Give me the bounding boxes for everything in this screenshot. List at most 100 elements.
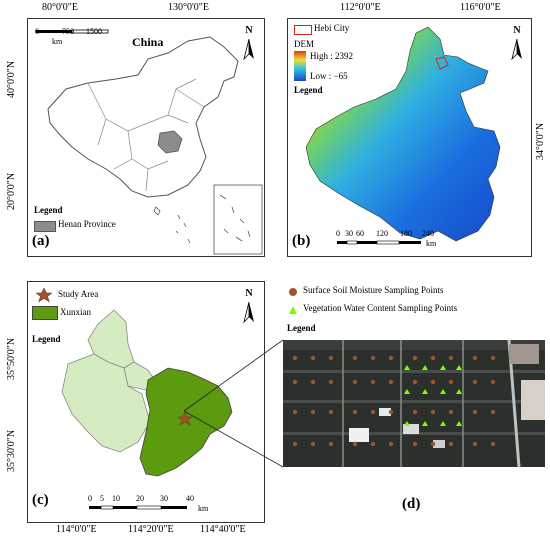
c-scale-tick-3: 20 [136, 494, 144, 503]
soil-sampling-point [412, 409, 418, 415]
d-panel-label: (d) [402, 496, 421, 512]
b-scale-unit: km [426, 239, 437, 248]
b-scale-bar [337, 240, 421, 245]
c-scale-tick-4: 30 [160, 494, 168, 503]
b-dem-label: DEM [294, 39, 314, 49]
soil-sampling-point [430, 441, 436, 447]
soil-sampling-point [412, 379, 418, 385]
hebi-xunxian-map [35, 287, 233, 477]
legend-star-icon [35, 287, 53, 303]
b-top-coord-2: 116°0'0"E [460, 2, 501, 13]
soil-sampling-point [388, 409, 394, 415]
vegetation-sampling-point [440, 389, 446, 394]
soil-sampling-point [472, 441, 478, 447]
soil-sampling-point [388, 355, 394, 361]
b-scale-tick-2: 60 [356, 229, 364, 238]
soil-sampling-point [430, 355, 436, 361]
c-scale-tick-0: 0 [88, 494, 92, 503]
hebi-outline [435, 56, 449, 70]
soil-sampling-point [292, 379, 298, 385]
a-panel-label: (a) [32, 233, 50, 249]
d-soil-dot-icon [289, 288, 297, 296]
china-outline [47, 36, 239, 198]
vegetation-sampling-point [404, 421, 410, 426]
soil-sampling-point [352, 355, 358, 361]
a-north-arrow-icon [243, 38, 254, 61]
b-scale-tick-5: 240 [422, 229, 434, 238]
soil-sampling-point [388, 441, 394, 447]
panel-c-map: Study Area Xunxian Legend N 0 5 10 20 30… [27, 281, 265, 523]
c-legend-item-xunxian: Xunxian [60, 307, 91, 317]
b-dem-ramp [294, 51, 306, 81]
soil-sampling-point [328, 379, 334, 385]
soil-sampling-point [430, 409, 436, 415]
soil-sampling-point [448, 441, 454, 447]
vegetation-sampling-point [456, 421, 462, 426]
vegetation-sampling-point [422, 421, 428, 426]
soil-sampling-point [328, 355, 334, 361]
soil-sampling-point [352, 379, 358, 385]
b-scale-tick-1: 30 [345, 229, 353, 238]
soil-sampling-point [472, 379, 478, 385]
b-top-coord-1: 112°0'0"E [340, 2, 381, 13]
c-scale-tick-5: 40 [186, 494, 194, 503]
soil-sampling-point [310, 441, 316, 447]
vegetation-sampling-point [456, 365, 462, 370]
b-north-arrow-icon [511, 38, 522, 61]
soil-sampling-point [310, 409, 316, 415]
soil-sampling-point [448, 409, 454, 415]
soil-sampling-point [370, 409, 376, 415]
soil-sampling-point [310, 379, 316, 385]
soil-sampling-point [370, 441, 376, 447]
panel-d-legend: Surface Soil Moisture Sampling Points Ve… [283, 281, 545, 341]
c-panel-label: (c) [32, 492, 49, 508]
a-scale-tick-1: 750 [62, 27, 74, 36]
c-scale-unit: km [198, 504, 209, 513]
b-hebi-label: Hebi City [314, 23, 350, 33]
b-scale-tick-0: 0 [336, 229, 340, 238]
soil-sampling-point [310, 355, 316, 361]
c-north-arrow-icon [243, 301, 254, 324]
soil-sampling-point [370, 379, 376, 385]
soil-sampling-point [448, 379, 454, 385]
a-top-coord-1: 80°0'0"E [42, 2, 78, 13]
satellite-image [283, 340, 545, 467]
a-top-coord-2: 130°0'0"E [168, 2, 209, 13]
soil-sampling-point [328, 441, 334, 447]
a-title: China [132, 35, 164, 49]
vegetation-sampling-point [440, 365, 446, 370]
soil-sampling-point [490, 379, 496, 385]
d-legend-title: Legend [287, 323, 316, 333]
c-scale-tick-1: 5 [100, 494, 104, 503]
a-legend-item: Henan Province [58, 219, 116, 229]
henan-dem-map [305, 26, 501, 242]
panel-a-map: 0 750 1500 km China N Legend Henan Provi… [27, 18, 265, 257]
vegetation-sampling-point [422, 365, 428, 370]
soil-sampling-point [448, 355, 454, 361]
c-legend-item-study: Study Area [58, 289, 99, 299]
d-legend-item-veg: Vegetation Water Content Sampling Points [303, 303, 458, 313]
b-legend-title: Legend [294, 85, 323, 95]
soil-sampling-point [352, 409, 358, 415]
a-north-label: N [245, 25, 253, 36]
soil-sampling-point [490, 409, 496, 415]
d-legend-item-soil: Surface Soil Moisture Sampling Points [303, 285, 444, 295]
henan-dem-shape [305, 26, 501, 242]
soil-sampling-point [292, 409, 298, 415]
hebi-county-west [61, 353, 151, 453]
soil-sampling-point [412, 355, 418, 361]
soil-sampling-point [370, 355, 376, 361]
soil-sampling-points [292, 355, 496, 447]
a-scale-tick-0: 0 [35, 27, 39, 36]
c-scale-tick-2: 10 [112, 494, 120, 503]
vegetation-sampling-point [456, 389, 462, 394]
soil-sampling-point [490, 441, 496, 447]
soil-sampling-point [472, 355, 478, 361]
soil-sampling-point [412, 441, 418, 447]
b-low-label: Low : −65 [310, 71, 348, 81]
panel-b-map: Hebi City DEM High : 2392 Low : −65 Lege… [287, 18, 532, 257]
c-legend-swatch-xunxian [32, 306, 58, 320]
a-legend-title: Legend [34, 205, 63, 215]
b-panel-label: (b) [292, 233, 311, 249]
